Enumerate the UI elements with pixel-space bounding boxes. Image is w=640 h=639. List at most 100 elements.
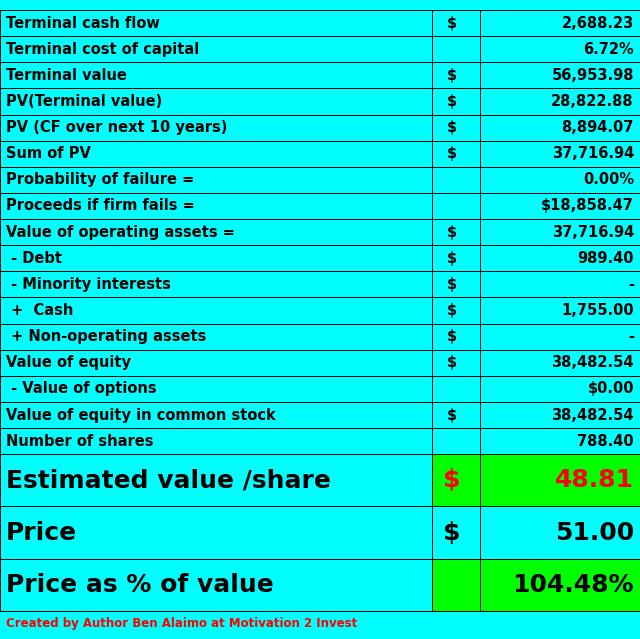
Bar: [480, 114, 640, 141]
Bar: [432, 114, 480, 141]
Text: $0.00: $0.00: [588, 381, 634, 396]
Text: Terminal value: Terminal value: [6, 68, 127, 83]
Bar: [0, 36, 432, 62]
Text: 51.00: 51.00: [555, 521, 634, 544]
Text: 6.72%: 6.72%: [583, 42, 634, 57]
Text: 56,953.98: 56,953.98: [552, 68, 634, 83]
Text: - Debt: - Debt: [6, 250, 62, 266]
Text: $: $: [447, 120, 457, 135]
Bar: [0, 88, 432, 114]
Bar: [432, 507, 480, 558]
Text: Terminal cash flow: Terminal cash flow: [6, 15, 160, 31]
Text: $: $: [447, 15, 457, 31]
Text: $: $: [444, 521, 461, 544]
Bar: [432, 193, 480, 219]
Bar: [480, 62, 640, 88]
Text: 788.40: 788.40: [577, 434, 634, 449]
Bar: [480, 454, 640, 507]
Bar: [480, 297, 640, 323]
Bar: [0, 297, 432, 323]
Text: $: $: [447, 355, 457, 370]
Text: 48.81: 48.81: [555, 468, 634, 492]
Bar: [480, 376, 640, 402]
Bar: [0, 114, 432, 141]
Text: 0.00%: 0.00%: [583, 173, 634, 187]
Bar: [480, 167, 640, 193]
Text: Value of operating assets =: Value of operating assets =: [6, 225, 235, 240]
Text: -: -: [628, 329, 634, 344]
Text: Number of shares: Number of shares: [6, 434, 154, 449]
Text: $: $: [444, 468, 461, 492]
Bar: [480, 323, 640, 350]
Text: 37,716.94: 37,716.94: [552, 225, 634, 240]
Text: + Non-operating assets: + Non-operating assets: [6, 329, 206, 344]
Bar: [0, 219, 432, 245]
Bar: [480, 402, 640, 428]
Bar: [0, 454, 432, 507]
Bar: [480, 507, 640, 558]
Bar: [480, 10, 640, 36]
Text: - Value of options: - Value of options: [6, 381, 157, 396]
Bar: [0, 376, 432, 402]
Text: Estimated value /share: Estimated value /share: [6, 468, 331, 492]
Text: 38,482.54: 38,482.54: [552, 408, 634, 422]
Text: - Minority interests: - Minority interests: [6, 277, 171, 292]
Text: PV (CF over next 10 years): PV (CF over next 10 years): [6, 120, 227, 135]
Bar: [432, 141, 480, 167]
Bar: [0, 141, 432, 167]
Text: 28,822.88: 28,822.88: [552, 94, 634, 109]
Bar: [0, 245, 432, 272]
Bar: [480, 219, 640, 245]
Bar: [480, 36, 640, 62]
Text: Probability of failure =: Probability of failure =: [6, 173, 195, 187]
Bar: [432, 245, 480, 272]
Bar: [432, 62, 480, 88]
Bar: [432, 402, 480, 428]
Text: 989.40: 989.40: [577, 250, 634, 266]
Text: +  Cash: + Cash: [6, 303, 74, 318]
Bar: [0, 402, 432, 428]
Text: Price as % of value: Price as % of value: [6, 573, 274, 597]
Bar: [432, 88, 480, 114]
Bar: [432, 558, 480, 611]
Bar: [480, 272, 640, 297]
Text: $18,858.47: $18,858.47: [541, 199, 634, 213]
Bar: [480, 428, 640, 454]
Bar: [0, 558, 432, 611]
Bar: [432, 219, 480, 245]
Bar: [432, 167, 480, 193]
Bar: [480, 350, 640, 376]
Text: -: -: [628, 277, 634, 292]
Bar: [432, 272, 480, 297]
Bar: [0, 167, 432, 193]
Text: 8,894.07: 8,894.07: [562, 120, 634, 135]
Bar: [432, 454, 480, 507]
Text: Terminal cost of capital: Terminal cost of capital: [6, 42, 199, 57]
Bar: [0, 428, 432, 454]
Text: 1,755.00: 1,755.00: [561, 303, 634, 318]
Bar: [0, 272, 432, 297]
Text: $: $: [447, 277, 457, 292]
Text: PV(Terminal value): PV(Terminal value): [6, 94, 163, 109]
Bar: [480, 88, 640, 114]
Text: $: $: [447, 250, 457, 266]
Text: Sum of PV: Sum of PV: [6, 146, 91, 161]
Bar: [432, 428, 480, 454]
Bar: [432, 350, 480, 376]
Text: 104.48%: 104.48%: [513, 573, 634, 597]
Bar: [480, 558, 640, 611]
Bar: [432, 323, 480, 350]
Bar: [0, 193, 432, 219]
Text: $: $: [447, 68, 457, 83]
Text: $: $: [447, 303, 457, 318]
Bar: [432, 36, 480, 62]
Bar: [0, 507, 432, 558]
Text: Created by Author Ben Alaimo at Motivation 2 Invest: Created by Author Ben Alaimo at Motivati…: [6, 617, 357, 630]
Bar: [432, 10, 480, 36]
Text: $: $: [447, 225, 457, 240]
Text: Value of equity in common stock: Value of equity in common stock: [6, 408, 276, 422]
Text: Price: Price: [6, 521, 77, 544]
Text: 38,482.54: 38,482.54: [552, 355, 634, 370]
Text: $: $: [447, 408, 457, 422]
Bar: [0, 323, 432, 350]
